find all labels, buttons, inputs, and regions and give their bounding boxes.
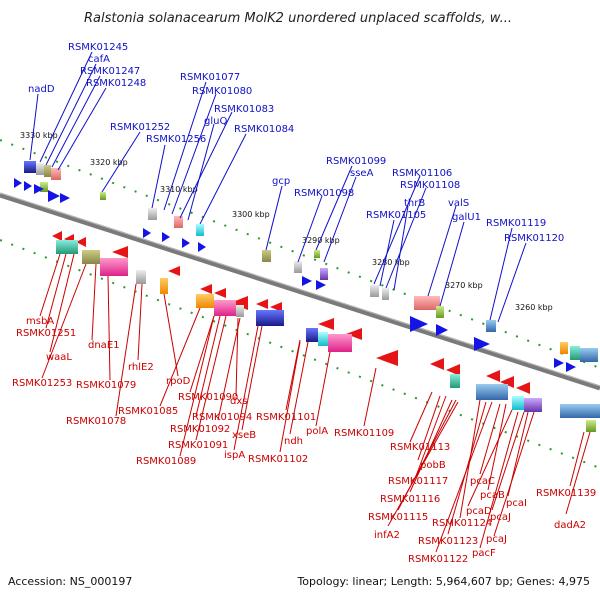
gene-label: pcaB — [480, 490, 505, 501]
gene-label: RSMK01124 — [432, 518, 492, 529]
gene-label: RSMK01083 — [214, 104, 274, 115]
gene-label: valS — [448, 198, 469, 209]
tick-label: 3270 kbp — [445, 281, 483, 290]
forward-gene-labels: RSMK01245 cafA RSMK01247 RSMK01248 nadD … — [28, 42, 564, 244]
tick-label: 3260 kbp — [515, 303, 553, 312]
gene-label: waaL — [46, 352, 72, 363]
gene-label: thrB — [404, 198, 425, 209]
label-leaders-bottom — [39, 253, 591, 553]
map-title: Ralstonia solanacearum MolK2 unordered u… — [84, 11, 512, 26]
gene-label: RSMK01078 — [66, 416, 126, 427]
gene-label: RSMK01109 — [334, 428, 394, 439]
accession-text: Accession: NS_000197 — [8, 575, 132, 588]
tick-label: 3320 kbp — [90, 158, 128, 167]
gene-label: RSMK01122 — [408, 554, 468, 565]
gene-label: gcp — [272, 176, 290, 187]
gene-label: RSMK01113 — [390, 442, 450, 453]
gene-label: RSMK01247 — [80, 66, 140, 77]
gene-label: pcaC — [470, 476, 495, 487]
tick-label: 3330 kbp — [20, 131, 58, 140]
gene-label: RSMK01108 — [400, 180, 460, 191]
forward-gene-features — [14, 161, 598, 372]
gene-label: RSMK01245 — [68, 42, 128, 53]
gene-label: RSMK01077 — [180, 72, 240, 83]
tick-label: 3280 kbp — [372, 258, 410, 267]
gene-label: RSMK01119 — [486, 218, 546, 229]
gene-label: msbA — [26, 316, 54, 327]
gene-label: RSMK01116 — [380, 494, 440, 505]
gene-label: pacF — [472, 548, 496, 559]
gene-label: RSMK01085 — [118, 406, 178, 417]
gene-label: RSMK01102 — [248, 454, 308, 465]
gene-label: RSMK01091 — [168, 440, 228, 451]
gene-label: pcaJ — [486, 534, 507, 545]
gene-label: RSMK01115 — [368, 512, 428, 523]
gene-label: rhlE2 — [128, 362, 154, 373]
gene-label: RSMK01256 — [146, 134, 206, 145]
label-leaders-top — [29, 51, 527, 323]
gene-label: pcaD — [466, 506, 492, 517]
gene-label: RSMK01251 — [16, 328, 76, 339]
gene-label: infA2 — [374, 530, 400, 541]
gene-label: RSMK01094 — [192, 412, 252, 423]
gene-label: RSMK01106 — [392, 168, 452, 179]
gene-label: pobB — [420, 460, 446, 471]
gene-label: xseB — [232, 430, 256, 441]
gene-label: ndh — [284, 436, 303, 447]
gene-label: RSMK01105 — [366, 210, 426, 221]
gene-label: RSMK01123 — [418, 536, 478, 547]
gene-label: RSMK01084 — [234, 124, 294, 135]
scale-ticks: 3330 kbp 3320 kbp 3310 kbp 3300 kbp 3290… — [20, 131, 553, 312]
gene-label: RSMK01252 — [110, 122, 170, 133]
gene-label: dnaE1 — [88, 340, 120, 351]
gene-label: rpoD — [166, 376, 191, 387]
gene-label: galU1 — [452, 212, 481, 223]
gene-label: ispA — [224, 450, 245, 461]
gene-label: sseA — [350, 168, 374, 179]
gene-label: RSMK01117 — [388, 476, 448, 487]
gene-label: RSMK01099 — [326, 156, 386, 167]
reverse-gene-labels: msbA RSMK01251 waaL dnaE1 RSMK01253 RSMK… — [12, 316, 596, 565]
gene-label: gluQ — [204, 116, 227, 127]
gene-label: RSMK01089 — [136, 456, 196, 467]
gene-label: cafA — [88, 54, 110, 65]
gene-label: RSMK01253 — [12, 378, 72, 389]
gene-label: RSMK01092 — [170, 424, 230, 435]
gene-label: nadD — [28, 84, 55, 95]
gene-label: RSMK01248 — [86, 78, 146, 89]
gene-label: RSMK01098 — [294, 188, 354, 199]
gene-label: RSMK01090 — [178, 392, 238, 403]
gene-label: pcaJ — [490, 512, 511, 523]
gene-label: RSMK01120 — [504, 233, 564, 244]
gene-label: polA — [306, 426, 328, 437]
gene-label: dadA2 — [554, 520, 586, 531]
topology-text: Topology: linear; Length: 5,964,607 bp; … — [296, 575, 590, 588]
reverse-gene-features — [52, 231, 600, 432]
tick-label: 3310 kbp — [160, 185, 198, 194]
gene-label: RSMK01080 — [192, 86, 252, 97]
gene-label: RSMK01101 — [256, 412, 316, 423]
genome-backbone — [0, 192, 600, 391]
gene-label: RSMK01139 — [536, 488, 596, 499]
gene-label: RSMK01079 — [76, 380, 136, 391]
gene-label: pcaI — [506, 498, 527, 509]
tick-label: 3300 kbp — [232, 210, 270, 219]
gene-label: dxs — [230, 396, 247, 407]
tick-label: 3290 kbp — [302, 236, 340, 245]
